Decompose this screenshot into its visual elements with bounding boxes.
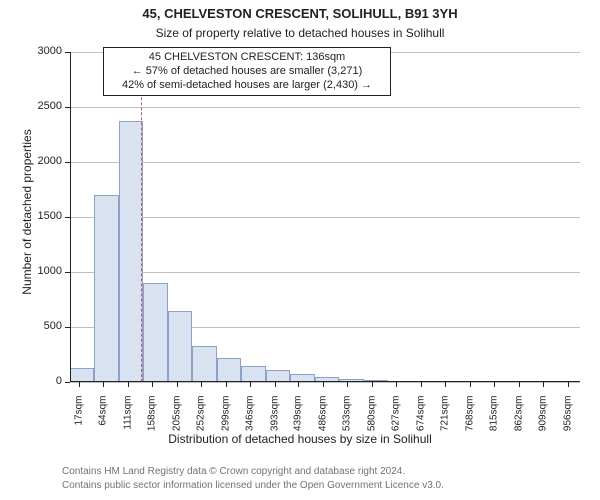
histogram-bar [241,366,265,383]
x-tick-mark [103,382,104,387]
histogram-bar [70,368,94,382]
x-tick-mark [250,382,251,387]
histogram-bar [168,311,192,383]
chart-plot-area [70,52,580,382]
y-tick-label: 1500 [22,210,62,222]
x-tick-mark [470,382,471,387]
info-line-2: ← 57% of detached houses are smaller (3,… [110,65,384,79]
x-tick-label: 158sqm [147,396,158,456]
x-tick-label: 580sqm [366,396,377,456]
x-tick-mark [543,382,544,387]
x-tick-mark [128,382,129,387]
histogram-bar [94,195,118,382]
x-tick-label: 205sqm [171,396,182,456]
x-tick-label: 111sqm [122,396,133,456]
y-tick-label: 500 [22,320,62,332]
info-line-1: 45 CHELVESTON CRESCENT: 136sqm [110,51,384,65]
x-tick-label: 721sqm [440,396,451,456]
x-tick-label: 956sqm [562,396,573,456]
x-tick-label: 439sqm [293,396,304,456]
x-tick-label: 393sqm [269,396,280,456]
x-tick-mark [323,382,324,387]
histogram-bar [143,283,167,382]
y-tick-mark [65,52,70,53]
x-tick-mark [568,382,569,387]
y-tick-label: 0 [22,375,62,387]
x-tick-mark [275,382,276,387]
footer-line-2: Contains public sector information licen… [62,480,444,491]
x-tick-mark [177,382,178,387]
x-tick-mark [298,382,299,387]
y-gridline [70,382,580,383]
y-gridline [70,272,580,273]
y-tick-mark [65,272,70,273]
page-title: 45, CHELVESTON CRESCENT, SOLIHULL, B91 3… [0,6,600,21]
y-gridline [70,217,580,218]
histogram-bar [192,346,216,382]
x-tick-mark [445,382,446,387]
y-gridline [70,107,580,108]
y-tick-mark [65,162,70,163]
page-subtitle: Size of property relative to detached ho… [0,26,600,40]
x-tick-label: 17sqm [73,396,84,456]
x-tick-mark [396,382,397,387]
info-line-3: 42% of semi-detached houses are larger (… [110,79,384,93]
x-tick-mark [494,382,495,387]
x-tick-label: 346sqm [245,396,256,456]
y-tick-mark [65,382,70,383]
x-axis-line [70,381,580,382]
y-axis-line [70,52,71,382]
x-tick-label: 486sqm [317,396,328,456]
x-tick-mark [347,382,348,387]
x-tick-label: 299sqm [220,396,231,456]
reference-line [141,52,142,382]
x-tick-label: 627sqm [391,396,402,456]
histogram-bar [119,121,143,382]
x-tick-label: 768sqm [464,396,475,456]
y-tick-mark [65,327,70,328]
y-tick-mark [65,217,70,218]
x-tick-mark [372,382,373,387]
x-tick-label: 674sqm [415,396,426,456]
footer-line-1: Contains HM Land Registry data © Crown c… [62,466,405,477]
x-tick-mark [79,382,80,387]
x-tick-mark [519,382,520,387]
x-tick-mark [421,382,422,387]
histogram-bar [217,358,241,382]
x-tick-label: 909sqm [538,396,549,456]
x-tick-label: 64sqm [98,396,109,456]
x-tick-label: 533sqm [342,396,353,456]
x-tick-mark [226,382,227,387]
x-tick-mark [152,382,153,387]
x-tick-label: 862sqm [513,396,524,456]
x-tick-label: 252sqm [196,396,207,456]
x-tick-mark [201,382,202,387]
y-gridline [70,162,580,163]
y-tick-label: 1000 [22,265,62,277]
y-tick-label: 2500 [22,100,62,112]
property-info-box: 45 CHELVESTON CRESCENT: 136sqm ← 57% of … [103,47,391,96]
y-tick-label: 2000 [22,155,62,167]
x-tick-label: 815sqm [489,396,500,456]
y-tick-label: 3000 [22,45,62,57]
y-tick-mark [65,107,70,108]
